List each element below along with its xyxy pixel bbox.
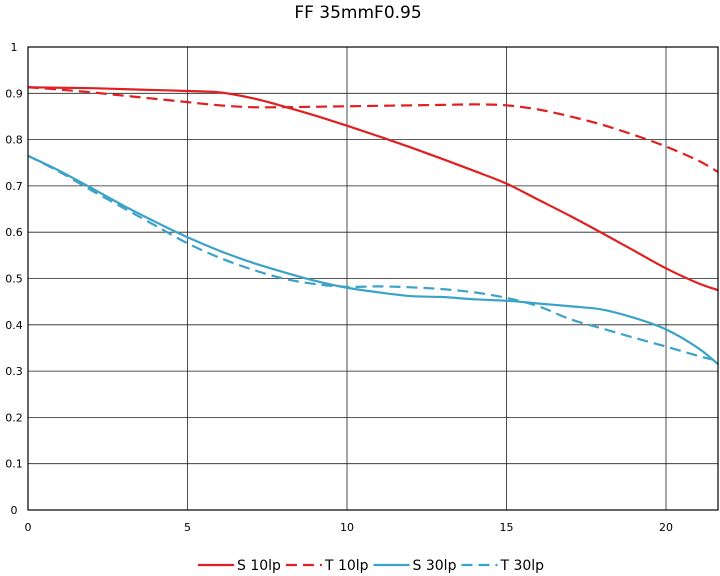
y-tick-label: 0.1	[5, 458, 23, 471]
y-tick-label: 0	[11, 504, 18, 517]
y-tick-label: 0.9	[5, 87, 23, 100]
x-tick-label: 0	[25, 521, 32, 534]
series-line-t-30lp	[27, 154, 719, 362]
y-tick-label: 0.5	[5, 273, 23, 286]
legend: S 10lp T 10lp S 30lp T 30lp	[198, 558, 544, 574]
legend-label: S 10lp	[237, 558, 281, 574]
y-tick-label: 0.7	[5, 180, 23, 193]
legend-item-t-30lp: T 30lp	[461, 558, 544, 574]
y-tick-label: 0.4	[5, 319, 23, 332]
grid	[27, 46, 718, 511]
x-tick-label: 15	[500, 521, 514, 534]
legend-label: S 30lp	[413, 558, 457, 574]
legend-item-t-10lp: T 10lp	[285, 558, 369, 574]
series-line-t-10lp	[27, 86, 719, 173]
legend-item-s-30lp: S 30lp	[373, 558, 457, 574]
chart-title: FF 35mmF0.95	[294, 3, 421, 23]
plot-frame	[27, 46, 719, 511]
x-tick-label: 5	[184, 521, 191, 534]
y-tick-label: 1	[11, 41, 18, 54]
legend-item-s-10lp: S 10lp	[198, 558, 281, 574]
tick-labels: 00.10.20.30.40.50.60.70.80.910 5 10 15 20	[5, 41, 673, 534]
y-tick-label: 0.3	[5, 365, 23, 378]
y-tick-label: 0.6	[5, 226, 23, 239]
series-lines	[27, 86, 719, 366]
x-tick-label: 10	[340, 521, 354, 534]
y-tick-label: 0.2	[5, 411, 23, 424]
series-line-s-10lp	[27, 86, 719, 292]
x-tick-label: 20	[659, 521, 673, 534]
y-tick-label: 0.8	[5, 134, 23, 147]
legend-label: T 30lp	[499, 558, 544, 574]
legend-label: T 10lp	[324, 558, 369, 574]
series-line-s-30lp	[27, 154, 719, 366]
